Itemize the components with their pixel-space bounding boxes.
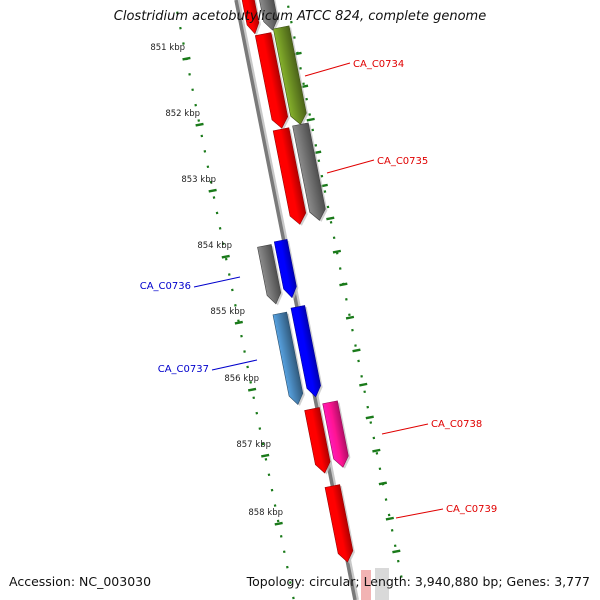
- left-ruler-tick: [195, 122, 204, 127]
- tick-label: 853 kbp: [181, 175, 216, 185]
- gene-arrow: [290, 305, 321, 398]
- right-ruler-tick: [365, 415, 374, 420]
- length-text: Length: 3,940,880 bp: [363, 574, 499, 589]
- tick-label: 856 kbp: [224, 374, 259, 384]
- left-ruler-tick: [247, 387, 257, 392]
- stats-separator: ;: [355, 574, 364, 589]
- left-ruler-tick: [234, 320, 243, 325]
- gene-label: CA_C0738: [431, 419, 482, 430]
- tick-label: 855 kbp: [210, 307, 245, 317]
- gene-arrow: [304, 407, 331, 474]
- gene-arrow: [273, 238, 297, 299]
- right-ruler-tick: [372, 448, 381, 453]
- gene-label-leader: [395, 508, 444, 519]
- gene-label: CA_C0735: [377, 156, 428, 167]
- genes-count-text: Genes: 3,777: [506, 574, 590, 589]
- gene-label-leader: [211, 359, 258, 371]
- gene-label-leader: [381, 423, 429, 435]
- right-ruler-tick: [326, 216, 335, 221]
- gene-arrow: [272, 127, 307, 225]
- left-ruler-tick: [208, 188, 217, 193]
- map-title: Clostridium acetobutylicum ATCC 824, com…: [113, 9, 487, 24]
- gene-label: CA_C0736: [140, 281, 191, 292]
- tick-label: 852 kbp: [165, 109, 200, 119]
- gene-arrow: [254, 32, 289, 129]
- right-ruler-tick: [385, 516, 394, 521]
- genome-stats: Topology: circular; Length: 3,940,880 bp…: [247, 574, 590, 589]
- gene-label: CA_C0737: [158, 364, 209, 375]
- right-ruler-tick: [352, 348, 361, 353]
- right-ruler-tick: [378, 481, 388, 486]
- gene-label: CA_C0734: [353, 59, 404, 70]
- accession-text: Accession: NC_003030: [9, 574, 152, 589]
- gene-arrow: [241, 0, 260, 35]
- tick-label: 851 kbp: [150, 43, 185, 53]
- left-ruler-tick: [261, 453, 270, 458]
- tick-label: 858 kbp: [248, 508, 283, 518]
- left-ruler-tick: [221, 254, 230, 259]
- gene-label: CA_C0739: [446, 504, 497, 515]
- gene-arrow: [324, 484, 354, 563]
- right-ruler-tick: [392, 549, 401, 554]
- gene-arrow: [259, 0, 278, 31]
- gene-fragment: [361, 570, 371, 600]
- topology-text: Topology: circular: [246, 574, 356, 589]
- gene-label-leader: [193, 276, 241, 288]
- tick-label: 854 kbp: [197, 241, 232, 251]
- gene-fragment: [375, 568, 389, 600]
- right-ruler-tick: [359, 382, 368, 387]
- gene-arrow: [322, 400, 349, 468]
- stats-separator: ;: [498, 574, 507, 589]
- gene-arrow: [272, 311, 304, 406]
- gene-label-leader: [326, 159, 375, 174]
- right-ruler-tick: [332, 249, 342, 254]
- right-ruler-tick: [306, 117, 315, 122]
- right-ruler-tick: [339, 282, 348, 287]
- gene-label-leader: [304, 62, 351, 77]
- tick-label: 857 kbp: [236, 440, 271, 450]
- left-ruler-tick: [274, 521, 283, 526]
- gene-arrow: [292, 122, 326, 221]
- right-ruler-tick: [345, 315, 355, 320]
- left-ruler-tick: [182, 56, 191, 61]
- gene-arrow: [257, 244, 282, 305]
- gene-arrow: [272, 25, 307, 125]
